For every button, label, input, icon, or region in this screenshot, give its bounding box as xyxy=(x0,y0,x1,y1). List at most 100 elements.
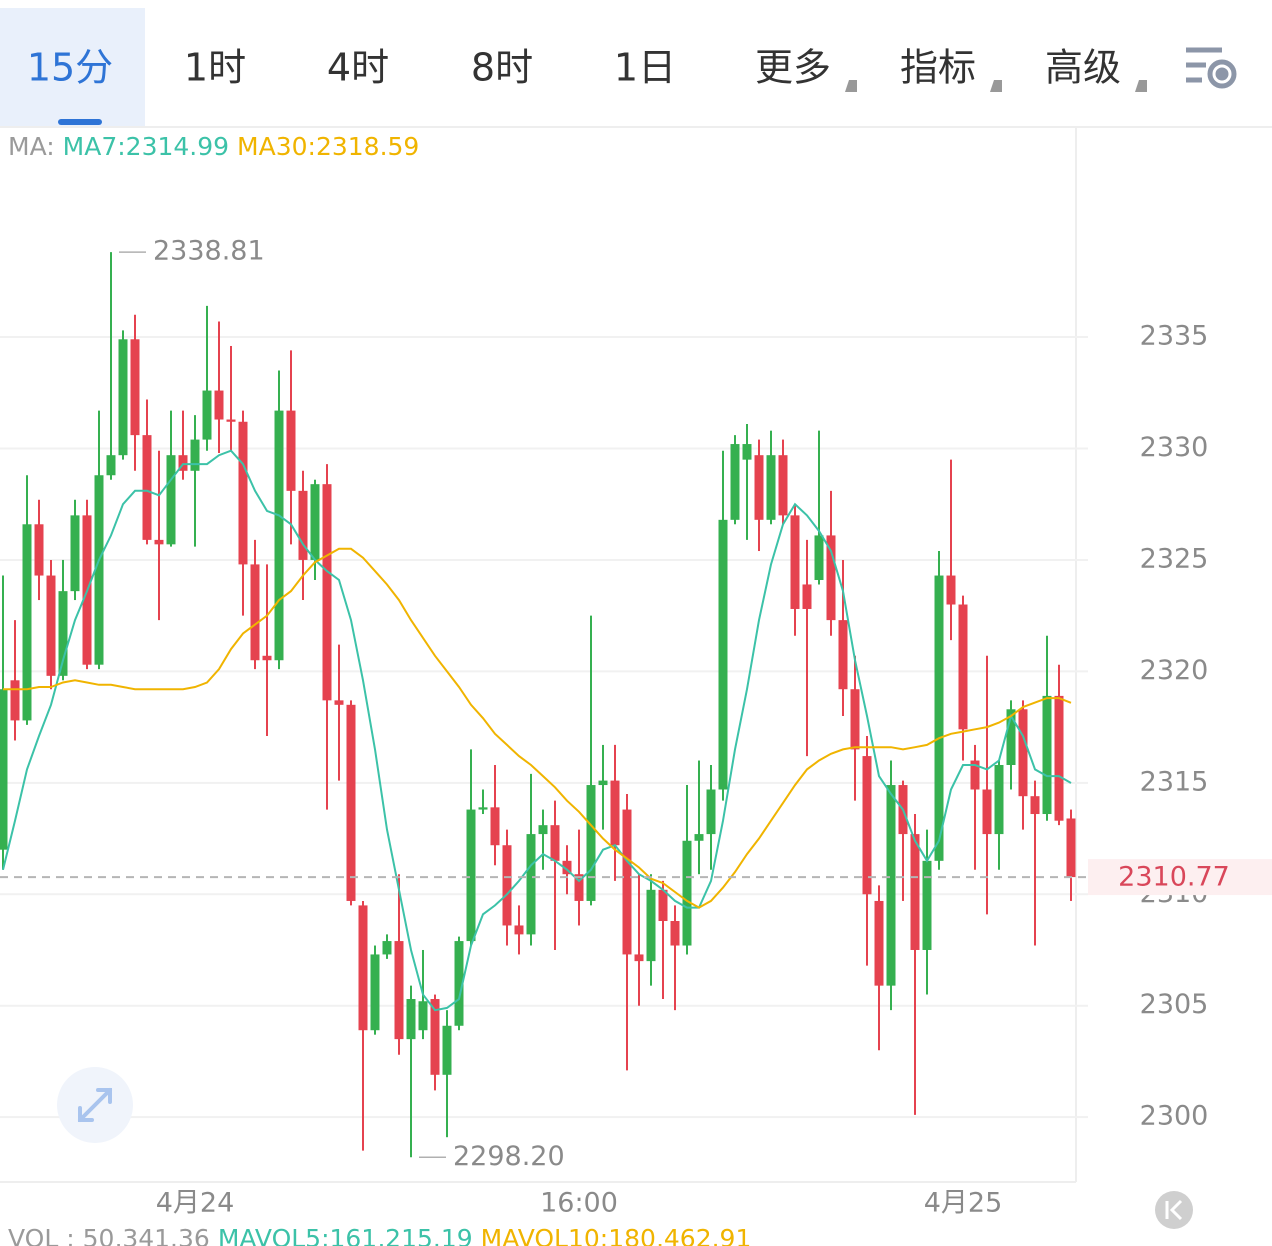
volume-legend-entry: MAVOL10:180,462.91 xyxy=(481,1224,752,1246)
candle-body xyxy=(358,905,368,1031)
candle-body xyxy=(826,535,836,621)
candle-body xyxy=(154,539,164,545)
legend-prefix: MA: xyxy=(8,132,55,161)
candle-body xyxy=(262,655,272,661)
tab-label[interactable]: 15分 xyxy=(27,46,113,90)
tab-label[interactable]: 更多 xyxy=(755,46,831,90)
candle-body xyxy=(46,575,56,676)
tab-label[interactable]: 指标 xyxy=(900,46,976,90)
active-tab-bg xyxy=(0,8,145,126)
candle-body xyxy=(454,941,464,1026)
candle-body xyxy=(478,807,488,810)
candle-body xyxy=(1042,695,1052,815)
extreme-label: 2298.20 xyxy=(453,1141,565,1172)
dropdown-caret xyxy=(1135,80,1147,92)
latest-button[interactable] xyxy=(1155,1191,1193,1229)
candle-body xyxy=(850,689,860,750)
overlay: 2338.81 2298.20 2310.77 MA: MA7:2314.99 MA30:… xyxy=(0,132,1272,1246)
candle-body xyxy=(718,519,728,790)
candle-body xyxy=(994,764,1004,835)
candle-body xyxy=(0,689,8,850)
candle-body xyxy=(10,680,20,721)
candle-body xyxy=(598,780,608,786)
candle-body xyxy=(286,410,296,491)
candle-body xyxy=(910,834,920,950)
settings-icon[interactable] xyxy=(1186,47,1237,89)
candle-body xyxy=(790,515,800,609)
dropdown-caret xyxy=(845,80,857,92)
candle-body xyxy=(142,435,152,540)
candle-body xyxy=(214,390,224,420)
x-tick-label: 16:00 xyxy=(540,1188,618,1219)
candle-body xyxy=(502,845,512,926)
candle-body xyxy=(118,339,128,456)
candle-body xyxy=(430,999,440,1075)
candle-body xyxy=(370,954,380,1031)
y-tick-label: 2335 xyxy=(1140,321,1209,352)
candle-body xyxy=(694,834,704,841)
candle-body xyxy=(466,809,476,942)
candle-body xyxy=(490,807,500,846)
ma-line xyxy=(2,449,1072,1012)
volume-legend-entry: VOL : 50,341.36 xyxy=(8,1224,210,1246)
y-tick-label: 2325 xyxy=(1140,543,1209,574)
candle-body xyxy=(610,780,620,846)
x-tick-label: 4月24 xyxy=(156,1188,235,1219)
expand-button[interactable] xyxy=(57,1067,133,1143)
candle-body xyxy=(346,704,356,901)
candle-body xyxy=(682,840,692,946)
x-tick-label: 4月25 xyxy=(924,1188,1003,1219)
candle-body xyxy=(250,564,260,661)
grid: 230023052310231523202325233023354月2416:0… xyxy=(0,321,1208,1219)
candle-body xyxy=(202,390,212,440)
candle-body xyxy=(574,874,584,901)
candle-body xyxy=(862,756,872,895)
candle-body xyxy=(814,535,824,581)
candle-body xyxy=(1054,695,1064,821)
active-tab-indicator xyxy=(58,119,102,125)
ma-line xyxy=(3,547,1072,909)
volume-legend-entry: MAVOL5:161,215.19 xyxy=(218,1224,473,1246)
candle-body xyxy=(70,515,80,592)
candle-body xyxy=(970,760,980,790)
y-tick-label: 2320 xyxy=(1140,655,1209,686)
last-price-label: 2310.77 xyxy=(1118,862,1230,893)
candle-body xyxy=(1030,796,1040,815)
candle-body xyxy=(634,954,644,962)
legend-entry: MA7:2314.99 xyxy=(63,132,229,161)
y-tick-label: 2300 xyxy=(1140,1101,1209,1132)
tab-bar: 15分 1时 4时 8时 1日 更多 指标 高级 xyxy=(0,8,1147,126)
last-price-box xyxy=(1088,859,1272,896)
candle-body xyxy=(298,490,308,560)
candle-body xyxy=(382,941,392,955)
candle-body xyxy=(514,925,524,935)
plot-area xyxy=(0,252,1076,1158)
candle-body xyxy=(778,455,788,516)
tab-label[interactable]: 1日 xyxy=(614,46,676,90)
legend-entry: MA30:2318.59 xyxy=(237,132,419,161)
candle-body xyxy=(94,475,104,665)
tab-label[interactable]: 1时 xyxy=(184,46,246,90)
tab-label[interactable]: 4时 xyxy=(327,46,389,90)
candle-body xyxy=(226,419,236,422)
candle-body xyxy=(334,700,344,705)
candle-body xyxy=(190,439,200,471)
candle-body xyxy=(922,860,932,950)
candle-body xyxy=(562,860,572,875)
candle-body xyxy=(622,809,632,955)
candle-body xyxy=(742,444,752,460)
candle-body xyxy=(838,620,848,690)
candle-body xyxy=(982,789,992,835)
candle-body xyxy=(658,889,668,922)
candle-body xyxy=(418,1001,428,1031)
candle-body xyxy=(274,410,284,661)
tab-label[interactable]: 8时 xyxy=(471,46,533,90)
candle-body xyxy=(34,524,44,576)
tab-label[interactable]: 高级 xyxy=(1045,46,1121,90)
candle-body xyxy=(706,789,716,835)
candle-body xyxy=(238,421,248,565)
candle-body xyxy=(586,785,596,901)
